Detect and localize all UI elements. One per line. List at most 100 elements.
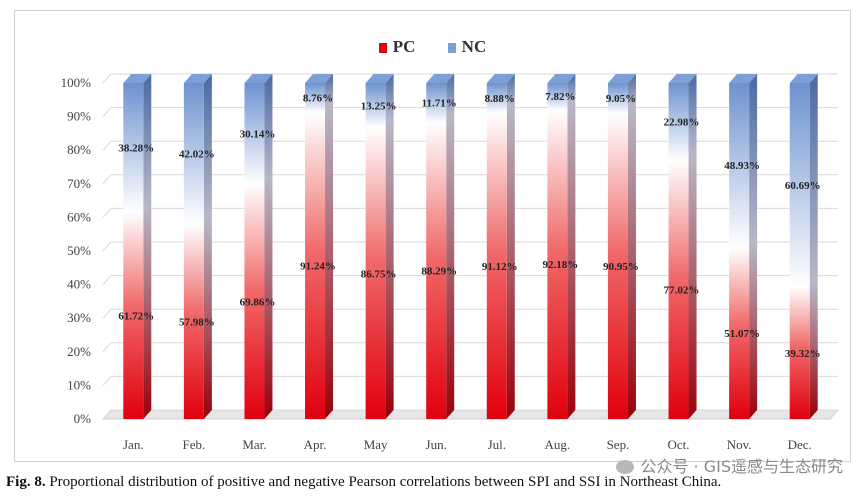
- data-label-pc: 88.29%: [421, 266, 457, 278]
- gridline: [102, 174, 838, 185]
- bar-apr: [305, 83, 326, 419]
- bar-side: [627, 74, 636, 419]
- legend: PC NC: [15, 37, 850, 57]
- x-tick-label: Jul.: [488, 437, 506, 452]
- bar-jun: [426, 83, 447, 419]
- data-label-pc: 69.86%: [240, 297, 276, 309]
- bar-jan: [123, 83, 144, 419]
- bar-side: [506, 74, 515, 419]
- bar-side: [446, 74, 455, 419]
- gridline: [102, 342, 838, 353]
- figure-caption: Fig. 8. Proportional distribution of pos…: [6, 474, 856, 491]
- x-tick-label: Feb.: [183, 437, 206, 452]
- bar-dec: [789, 83, 810, 419]
- bar-top: [123, 74, 152, 83]
- gridline: [102, 275, 838, 285]
- gridline: [102, 107, 838, 117]
- watermark: 公众号 · GIS遥感与生态研究: [616, 453, 843, 477]
- data-label-nc: 7.82%: [545, 91, 575, 103]
- legend-item-pc: PC: [378, 37, 416, 57]
- x-tick-label: Jan.: [123, 437, 144, 452]
- watermark-text: 公众号 · GIS遥感与生态研究: [640, 457, 843, 476]
- legend-label-pc: PC: [392, 37, 416, 56]
- bar-top: [547, 74, 576, 83]
- x-tick-label: Nov.: [727, 437, 752, 452]
- bar-sep: [607, 83, 628, 419]
- data-label-pc: 61.72%: [118, 310, 154, 322]
- x-tick-label: Oct.: [668, 437, 690, 452]
- bar-side: [749, 74, 758, 419]
- legend-swatch-pc: [378, 43, 387, 53]
- bar-top: [668, 74, 697, 83]
- data-label-nc: 38.28%: [118, 142, 154, 154]
- data-label-pc: 91.12%: [482, 261, 518, 273]
- bar-side: [809, 74, 818, 419]
- y-tick-label: 0%: [74, 411, 92, 426]
- bar-top: [305, 74, 334, 83]
- gridline: [102, 73, 838, 84]
- y-tick-label: 100%: [61, 75, 92, 90]
- data-label-pc: 91.24%: [300, 261, 336, 273]
- x-tick-label: Mar.: [242, 437, 266, 452]
- chart-floor: [101, 409, 840, 420]
- x-tick-label: Jun.: [426, 437, 447, 452]
- y-tick-label: 40%: [67, 277, 91, 292]
- bar-side: [385, 74, 394, 419]
- y-tick-label: 60%: [67, 209, 91, 224]
- bar-mar: [244, 83, 265, 419]
- y-tick-label: 20%: [67, 344, 91, 359]
- wechat-icon: [616, 460, 635, 474]
- bar-top: [244, 74, 273, 83]
- data-label-nc: 22.98%: [664, 117, 700, 129]
- bar-top: [183, 74, 212, 83]
- data-label-nc: 11.71%: [422, 98, 457, 110]
- gridline: [102, 241, 838, 252]
- bar-side: [325, 74, 334, 419]
- data-label-nc: 30.14%: [240, 129, 276, 141]
- bar-side: [143, 74, 152, 419]
- x-tick-label: Sep.: [607, 437, 630, 452]
- data-label-pc: 51.07%: [724, 328, 760, 340]
- x-tick-label: Aug.: [545, 437, 571, 452]
- data-label-nc: 13.25%: [361, 100, 397, 112]
- data-label-nc: 60.69%: [785, 180, 821, 192]
- bar-top: [729, 74, 758, 83]
- bar-may: [365, 83, 386, 419]
- data-label-pc: 39.32%: [785, 348, 821, 360]
- caption-label: Fig. 8.: [6, 474, 46, 490]
- bar-top: [486, 74, 515, 83]
- bar-nov: [729, 83, 750, 419]
- stacked-bar-chart: 0% 10% 20% 30% 40% 50% 60% 70% 80% 90% 100% 61.72% 3…: [61, 73, 840, 452]
- bar-jul: [486, 83, 507, 419]
- chart-frame: 0% 10% 20% 30% 40% 50% 60% 70% 80% 90% 100% 61.72% 3…: [14, 10, 851, 462]
- y-tick-label: 70%: [67, 176, 91, 191]
- legend-label-nc: NC: [461, 37, 487, 56]
- bar-side: [688, 74, 697, 419]
- data-label-pc: 77.02%: [664, 285, 700, 297]
- bar-side: [203, 74, 212, 419]
- bar-feb: [183, 83, 204, 419]
- bar-top: [789, 74, 818, 83]
- y-tick-label: 50%: [67, 243, 91, 258]
- y-tick-label: 30%: [67, 310, 91, 325]
- y-tick-label: 80%: [67, 142, 91, 157]
- data-label-pc: 57.98%: [179, 317, 215, 329]
- x-tick-label: Dec.: [788, 437, 812, 452]
- gridline: [102, 308, 838, 319]
- bar-aug: [547, 83, 568, 419]
- data-label-nc: 42.02%: [179, 149, 215, 161]
- caption-text: Proportional distribution of positive an…: [49, 474, 722, 490]
- bar-top: [607, 74, 636, 83]
- data-label-nc: 8.76%: [303, 93, 333, 105]
- x-tick-label: May: [364, 437, 388, 452]
- bar-top: [365, 74, 394, 83]
- data-label-pc: 86.75%: [361, 268, 397, 280]
- data-label-pc: 90.95%: [603, 261, 639, 273]
- data-label-nc: 9.05%: [606, 93, 636, 105]
- bar-oct: [668, 83, 689, 419]
- gridline: [102, 409, 838, 420]
- bar-side: [567, 74, 576, 419]
- gridline: [102, 375, 838, 386]
- x-tick-label: Apr.: [304, 437, 327, 452]
- y-tick-label: 10%: [67, 377, 91, 392]
